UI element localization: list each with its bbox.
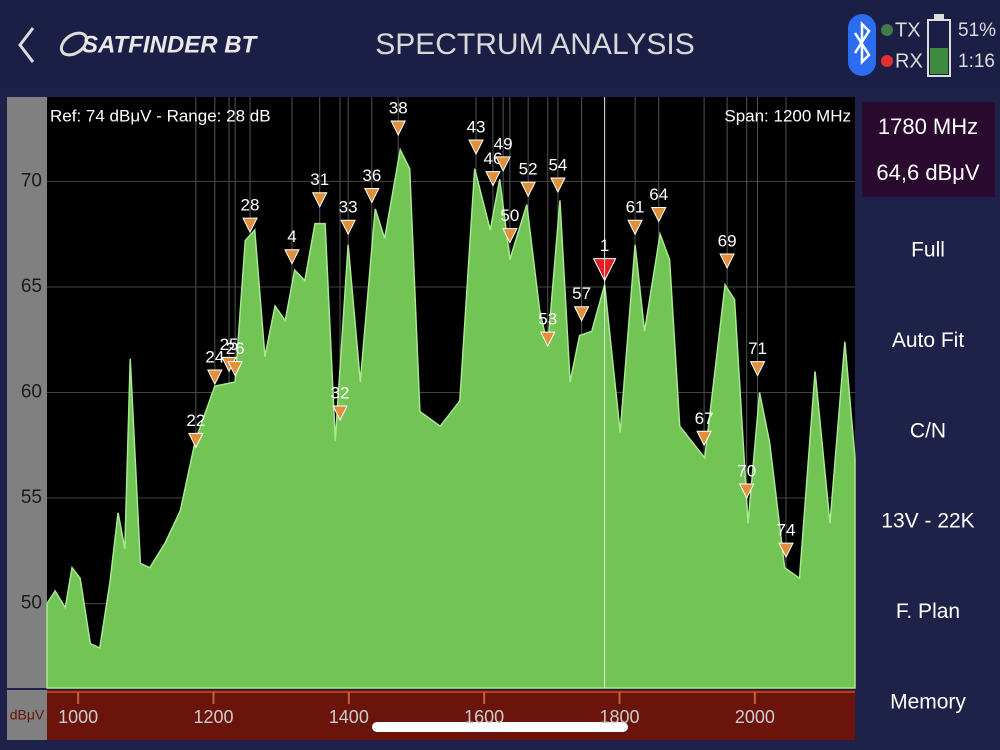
- marker: [719, 253, 735, 270]
- marker-label: 22: [186, 411, 205, 430]
- x-tick-label: 2000: [735, 707, 775, 727]
- x-tick-label: 1800: [599, 707, 639, 727]
- marker-label: 54: [548, 155, 567, 174]
- marker-label: 46: [483, 149, 502, 168]
- marker: [502, 228, 518, 244]
- x-tick-label: 1400: [329, 707, 369, 727]
- marker: [284, 249, 300, 265]
- marker-label: 50: [500, 206, 519, 225]
- y-tick-label: 50: [21, 593, 42, 614]
- marker-label: 57: [572, 284, 591, 303]
- marker: [749, 361, 766, 377]
- marker: [364, 188, 380, 204]
- sidebar-button[interactable]: C/N: [910, 419, 946, 442]
- app-name: SATFINDER BT: [82, 31, 259, 58]
- marker: [390, 120, 407, 137]
- marker-label: 64: [649, 185, 668, 204]
- marker: [340, 219, 356, 236]
- page-title: SPECTRUM ANALYSIS: [375, 28, 695, 61]
- unit-panel: [7, 690, 47, 740]
- sidebar-button[interactable]: 13V - 22K: [881, 510, 974, 533]
- battery-outline: [927, 19, 951, 77]
- x-axis-band: [47, 690, 855, 740]
- span-text: Span: 1200 MHz: [724, 106, 851, 125]
- sidebar-buttons: Full Auto Fit C/N 13V - 22K F. Plan Memory: [881, 239, 974, 714]
- marker: [573, 306, 590, 322]
- marker: [468, 139, 484, 156]
- readout-box: [862, 102, 995, 197]
- marker: [696, 430, 712, 447]
- marker-label: 52: [519, 160, 538, 179]
- marker: [242, 217, 258, 234]
- marker-label: 71: [748, 339, 767, 358]
- sidebar-button[interactable]: Full: [911, 239, 945, 262]
- marker-label: 26: [226, 339, 245, 358]
- marker: [627, 219, 643, 236]
- tx-led: [881, 24, 893, 36]
- readout-level: 64,6 dBμV: [876, 160, 980, 185]
- marker: [778, 542, 794, 559]
- y-tick-label: 70: [21, 170, 42, 191]
- marker-label: 4: [287, 227, 296, 246]
- y-unit: dBμV: [10, 707, 45, 723]
- back-button[interactable]: [18, 27, 35, 63]
- x-tick-label: 1600: [464, 707, 504, 727]
- logo-dish: [59, 31, 89, 57]
- marker: [539, 331, 556, 348]
- sidebar-button[interactable]: F. Plan: [896, 600, 960, 623]
- marker-label: 67: [695, 409, 714, 428]
- marker: [650, 207, 667, 223]
- marker: [188, 432, 204, 449]
- battery-level: [930, 48, 948, 74]
- y-tick-label: 60: [21, 382, 42, 403]
- x-tick-label: 1200: [193, 707, 233, 727]
- x-tick-label: 1000: [58, 707, 98, 727]
- marker-label: 38: [389, 98, 408, 117]
- marker-label: 24: [205, 348, 224, 367]
- sidebar-button[interactable]: Memory: [890, 691, 966, 714]
- marker-label: 43: [467, 117, 486, 136]
- rx-led: [881, 55, 893, 67]
- marker: [495, 156, 511, 172]
- marker: [485, 171, 501, 187]
- ref-text: Ref: 74 dBμV - Range: 28 dB: [50, 106, 271, 125]
- marker-label: 28: [241, 196, 260, 215]
- marker-label: 69: [718, 231, 737, 250]
- marker-label: 36: [362, 166, 381, 185]
- marker: [550, 177, 566, 194]
- rx-label: RX: [895, 50, 923, 72]
- battery-percent: 51%: [958, 20, 996, 41]
- marker: [738, 483, 755, 500]
- marker-label: 25: [220, 335, 239, 354]
- home-indicator: [372, 722, 628, 732]
- spectrum-plot: 2224252628431323336384346495052535457161…: [46, 97, 856, 689]
- marker: [227, 361, 243, 377]
- marker-label: 74: [777, 521, 796, 540]
- tx-label: TX: [895, 19, 921, 41]
- marker-label: 53: [538, 310, 557, 329]
- marker-label: 33: [339, 198, 358, 217]
- spectrum-area: [46, 147, 856, 689]
- bluetooth-glyph: [853, 20, 871, 66]
- battery-cap: [934, 14, 944, 20]
- marker: [311, 192, 328, 208]
- sidebar-button[interactable]: Auto Fit: [892, 329, 965, 352]
- marker-label: 61: [626, 198, 645, 217]
- marker: [207, 369, 223, 386]
- marker-label: 49: [494, 134, 513, 153]
- marker-label: 70: [737, 462, 756, 481]
- y-tick-label: 55: [21, 487, 42, 508]
- marker-label: 32: [331, 383, 350, 402]
- marker: [332, 405, 348, 422]
- y-axis-panel: [7, 97, 47, 688]
- header-bar: [0, 0, 1000, 88]
- marker-label: 31: [310, 170, 329, 189]
- clock: 1:16: [958, 51, 995, 72]
- readout-frequency: 1780 MHz: [878, 114, 978, 139]
- marker: [520, 181, 536, 198]
- y-tick-label: 65: [21, 276, 42, 297]
